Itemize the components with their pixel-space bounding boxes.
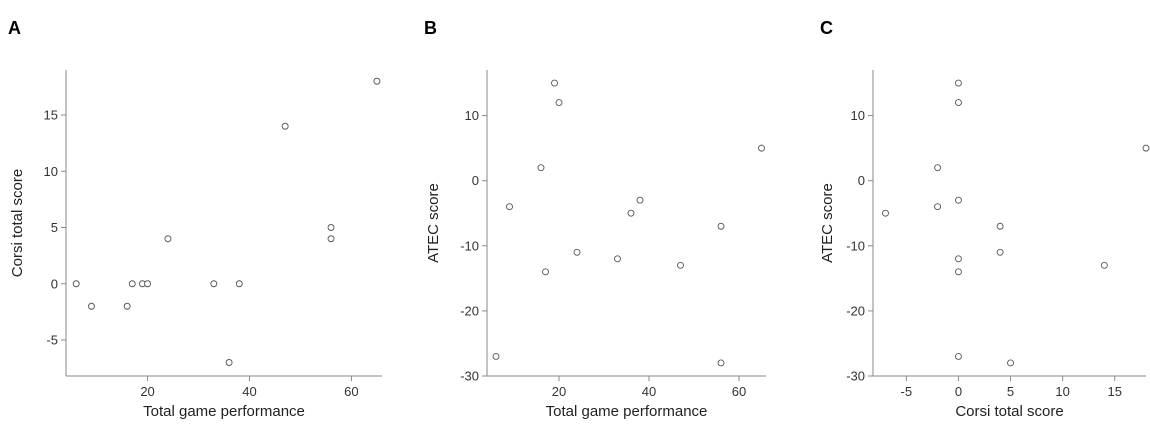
data-point (327, 235, 335, 243)
data-point (954, 99, 962, 107)
data-point (164, 235, 172, 243)
data-point (882, 209, 889, 217)
data-point (996, 222, 1004, 230)
data-point (573, 248, 581, 256)
data-point (954, 255, 962, 263)
x-tick-label: 5 (1007, 384, 1014, 399)
data-point (954, 268, 962, 276)
data-point (144, 280, 151, 288)
chart-panel-c: C -30 -20 -10 0 10 -5 0 5 10 15 Corsi total score AT… (819, 18, 1150, 420)
x-axis-title: Total game performance (143, 403, 305, 420)
x-tick-label: -5 (901, 384, 913, 399)
data-point (954, 79, 962, 87)
y-tick-label: 0 (51, 276, 58, 291)
panel-letter: C (820, 18, 833, 38)
data-point (627, 209, 635, 217)
data-point (210, 280, 218, 288)
x-tick-label: 60 (732, 384, 746, 399)
x-tick-label: 20 (552, 384, 566, 399)
y-tick-label: -5 (46, 333, 58, 348)
y-tick-label: -30 (846, 369, 865, 384)
y-tick-label: 15 (44, 108, 58, 123)
data-point (555, 99, 563, 107)
data-point (492, 353, 500, 360)
data-point (996, 248, 1004, 256)
y-axis-title: ATEC score (819, 183, 836, 263)
y-tick-label: -10 (846, 238, 865, 253)
x-tick-label: 20 (140, 384, 154, 399)
panel-letter: B (424, 18, 437, 38)
data-point (954, 196, 962, 204)
y-tick-label: 0 (472, 173, 479, 188)
data-point (614, 255, 621, 263)
y-tick-label: 0 (858, 173, 865, 188)
y-tick-label: -10 (460, 238, 479, 253)
x-tick-label: 40 (242, 384, 256, 399)
y-tick-label: -30 (460, 369, 479, 384)
data-point (72, 280, 80, 288)
data-point (225, 359, 233, 366)
data-point (934, 203, 942, 211)
y-tick-label: 10 (851, 108, 865, 123)
y-axis-title: ATEC score (425, 183, 442, 263)
panel-letter: A (8, 18, 21, 38)
x-tick-label: 0 (955, 384, 962, 399)
data-point (551, 79, 558, 87)
data-point (537, 164, 545, 172)
x-tick-label: 40 (642, 384, 656, 399)
data-point (373, 77, 381, 85)
chart-panel-b: B -30 -20 -10 0 10 20 40 60 Total game performanc… (424, 18, 766, 420)
data-point (88, 302, 95, 310)
data-point (1007, 359, 1014, 367)
data-point (542, 268, 549, 276)
x-axis-title: Corsi total score (955, 403, 1063, 420)
x-tick-label: 15 (1108, 384, 1122, 399)
data-point (934, 164, 942, 172)
data-point (506, 203, 513, 211)
y-tick-label: -20 (460, 303, 479, 318)
data-point (327, 224, 335, 231)
data-point (1100, 261, 1108, 269)
data-point (1142, 144, 1150, 152)
data-point (677, 261, 684, 269)
y-axis-title: Corsi total score (9, 169, 26, 277)
data-point (758, 144, 765, 152)
x-tick-label: 10 (1055, 384, 1069, 399)
chart-panel-a: A -5 0 5 10 15 20 40 60 Total game performance Cor… (8, 18, 382, 420)
data-point (954, 353, 962, 360)
x-axis-title: Total game performance (546, 403, 708, 420)
data-point (636, 196, 644, 204)
data-point (235, 280, 243, 288)
y-tick-label: 10 (465, 108, 479, 123)
data-point (123, 302, 131, 310)
data-point (717, 222, 725, 230)
data-point (281, 122, 289, 130)
y-tick-label: -20 (846, 303, 865, 318)
data-point (128, 280, 136, 288)
y-tick-label: 5 (51, 220, 58, 235)
y-tick-label: 10 (44, 164, 58, 179)
data-point (717, 359, 725, 367)
x-tick-label: 60 (344, 384, 358, 399)
